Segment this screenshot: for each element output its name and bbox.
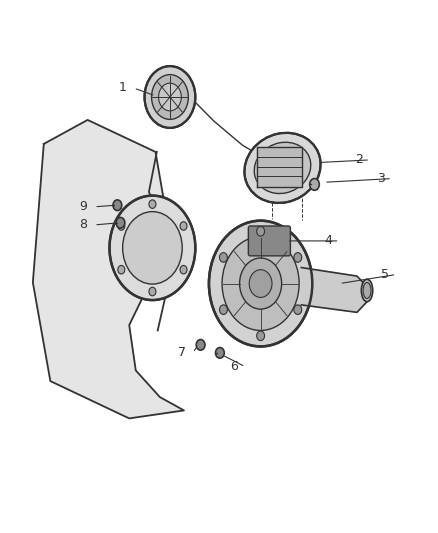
Circle shape [118,265,125,274]
Circle shape [249,270,272,297]
Circle shape [159,83,181,111]
Circle shape [215,348,224,358]
Ellipse shape [244,133,321,203]
Ellipse shape [363,282,371,298]
Circle shape [113,200,122,211]
Circle shape [294,305,302,314]
Circle shape [209,221,312,346]
Circle shape [152,75,188,119]
Circle shape [180,222,187,230]
Circle shape [294,253,302,262]
Circle shape [149,200,156,208]
Text: 9: 9 [79,200,87,213]
Circle shape [219,253,227,262]
Ellipse shape [254,142,311,193]
Circle shape [240,258,282,309]
FancyBboxPatch shape [248,226,290,256]
Circle shape [145,66,195,128]
Circle shape [257,331,265,341]
Text: 2: 2 [355,154,363,166]
Circle shape [310,179,319,190]
Text: 3: 3 [377,172,385,185]
Polygon shape [257,147,302,187]
Circle shape [180,265,187,274]
Circle shape [196,340,205,350]
Circle shape [118,222,125,230]
Circle shape [222,237,299,330]
Circle shape [110,196,195,300]
Text: 1: 1 [119,82,127,94]
Circle shape [149,287,156,296]
Circle shape [219,305,227,314]
Text: 6: 6 [230,360,238,373]
Text: 7: 7 [178,346,186,359]
Polygon shape [33,120,184,418]
Text: 5: 5 [381,268,389,281]
Text: 8: 8 [79,219,87,231]
Text: 4: 4 [325,235,332,247]
Circle shape [116,217,125,228]
Circle shape [257,227,265,236]
Ellipse shape [361,279,373,302]
Circle shape [123,212,182,284]
Polygon shape [301,268,367,312]
